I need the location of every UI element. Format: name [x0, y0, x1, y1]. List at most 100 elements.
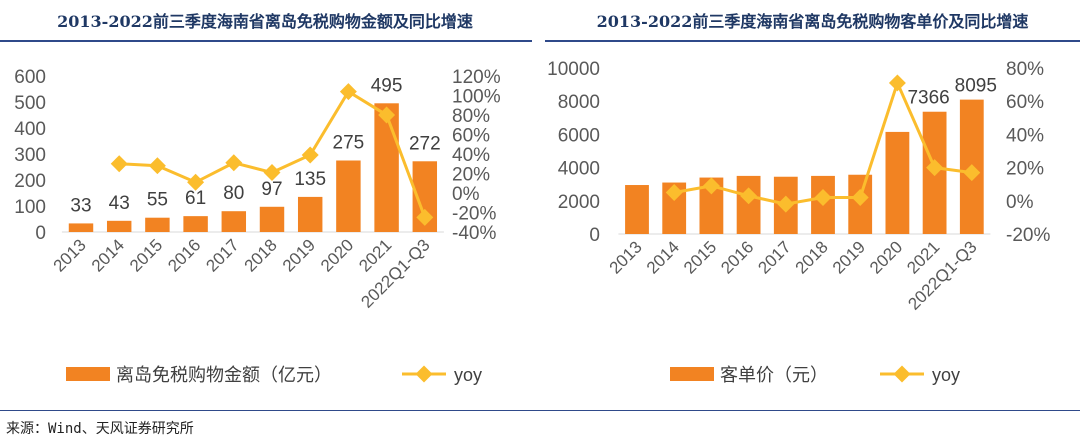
left-chart-title: 2013-2022前三季度海南省离岛免税购物金额及同比增速 [57, 12, 473, 31]
y2-tick-label: 80% [452, 106, 490, 127]
data-label: 7366 [907, 88, 949, 109]
x-tick-label: 2013 [606, 237, 646, 277]
y-tick-label: 0 [35, 223, 46, 244]
yoy-marker [702, 177, 720, 195]
x-tick-label: 2019 [279, 235, 319, 275]
yoy-marker [110, 155, 128, 173]
y2-tick-label: 60% [452, 126, 490, 147]
legend-bar-swatch [66, 367, 110, 381]
y-tick-label: 10000 [547, 59, 600, 80]
data-label: 8095 [955, 76, 997, 97]
left-chart: 0100200300400500600-40%-20%0%20%40%60%80… [14, 67, 501, 385]
data-label: 33 [70, 195, 91, 216]
yoy-marker [851, 188, 869, 206]
bar [736, 175, 761, 234]
y-tick-label: 8000 [558, 92, 600, 113]
yoy-marker [963, 164, 981, 182]
bar [336, 160, 361, 232]
yoy-marker [416, 208, 434, 226]
yoy-marker [225, 154, 243, 172]
y2-tick-label: 40% [452, 145, 490, 166]
yoy-marker [814, 188, 832, 206]
x-tick-label: 2014 [88, 235, 128, 275]
y-tick-label: 200 [14, 171, 46, 192]
y-tick-label: 0 [589, 225, 600, 246]
source-note: 来源：Wind、天风证券研究所 [6, 421, 194, 437]
y-tick-label: 100 [14, 197, 46, 218]
x-tick-label: 2016 [164, 235, 204, 275]
y2-tick-label: 40% [1006, 125, 1044, 146]
y2-tick-label: -20% [1006, 225, 1050, 246]
x-tick-label: 2020 [866, 237, 906, 277]
x-tick-label: 2014 [643, 237, 683, 277]
x-tick-label: 2015 [126, 235, 166, 275]
bar [183, 216, 208, 232]
bar [699, 177, 724, 234]
y2-tick-label: 100% [452, 87, 501, 108]
x-tick-label: 2019 [829, 237, 869, 277]
y-tick-label: 400 [14, 119, 46, 140]
x-tick-label: 2016 [717, 237, 757, 277]
x-tick-label: 2017 [202, 235, 242, 275]
data-label: 97 [261, 179, 282, 200]
x-tick-label: 2018 [792, 237, 832, 277]
y2-tick-label: 20% [452, 165, 490, 186]
bar [145, 217, 170, 232]
legend-line-marker [893, 365, 911, 383]
y2-tick-label: 20% [1006, 159, 1044, 180]
legend-bar-label: 离岛免税购物金额（亿元） [116, 365, 332, 385]
bar [374, 103, 399, 232]
data-label: 61 [185, 188, 206, 209]
y2-tick-label: 0% [452, 184, 480, 205]
yoy-marker [888, 74, 906, 92]
legend-line-marker [415, 365, 433, 383]
legend-bar-label: 客单价（元） [720, 365, 828, 385]
y-tick-label: 500 [14, 93, 46, 114]
y2-tick-label: -20% [452, 204, 496, 225]
yoy-marker [378, 106, 396, 124]
yoy-marker [339, 83, 357, 101]
y-tick-label: 4000 [558, 159, 600, 180]
data-label: 272 [409, 133, 441, 154]
x-tick-label: 2017 [754, 237, 794, 277]
x-tick-label: 2018 [241, 235, 281, 275]
y-tick-label: 300 [14, 145, 46, 166]
bar [885, 131, 910, 234]
y-tick-label: 600 [14, 67, 46, 88]
yoy-marker [926, 159, 944, 177]
y2-tick-label: 60% [1006, 92, 1044, 113]
x-tick-label: 2015 [680, 237, 720, 277]
bar [221, 211, 247, 232]
data-label: 80 [223, 183, 244, 204]
right-title-rule [545, 40, 1080, 42]
right-chart: 0 2000 4000 6000 8000 10000 -20% 0% 20% 40% 60% 80%… [547, 59, 1050, 385]
x-tick-label: 2020 [317, 235, 357, 275]
x-tick-label: 2013 [50, 235, 90, 275]
left-title-rule [0, 40, 532, 42]
yoy-marker [263, 164, 281, 182]
yoy-marker [301, 146, 319, 164]
legend-bar-swatch [670, 367, 714, 381]
bar [106, 220, 132, 232]
yoy-marker [187, 173, 205, 191]
y2-tick-label: 0% [1006, 192, 1034, 213]
data-label: 43 [109, 193, 130, 214]
legend-line-label: yoy [454, 365, 482, 385]
data-label: 55 [147, 190, 168, 211]
bar [625, 185, 649, 234]
y-tick-label: 2000 [558, 192, 600, 213]
bar [259, 206, 285, 232]
legend-line-label: yoy [932, 365, 960, 385]
data-label: 275 [333, 133, 365, 154]
yoy-marker [740, 187, 758, 205]
data-label: 495 [371, 75, 403, 96]
bar [297, 196, 323, 232]
bar [662, 182, 687, 234]
data-label: 135 [294, 169, 326, 190]
y2-tick-label: -40% [452, 223, 496, 244]
y2-tick-label: 120% [452, 67, 501, 88]
y-tick-label: 6000 [558, 125, 600, 146]
bar [68, 223, 94, 232]
y2-tick-label: 80% [1006, 59, 1044, 80]
yoy-marker [148, 157, 166, 175]
